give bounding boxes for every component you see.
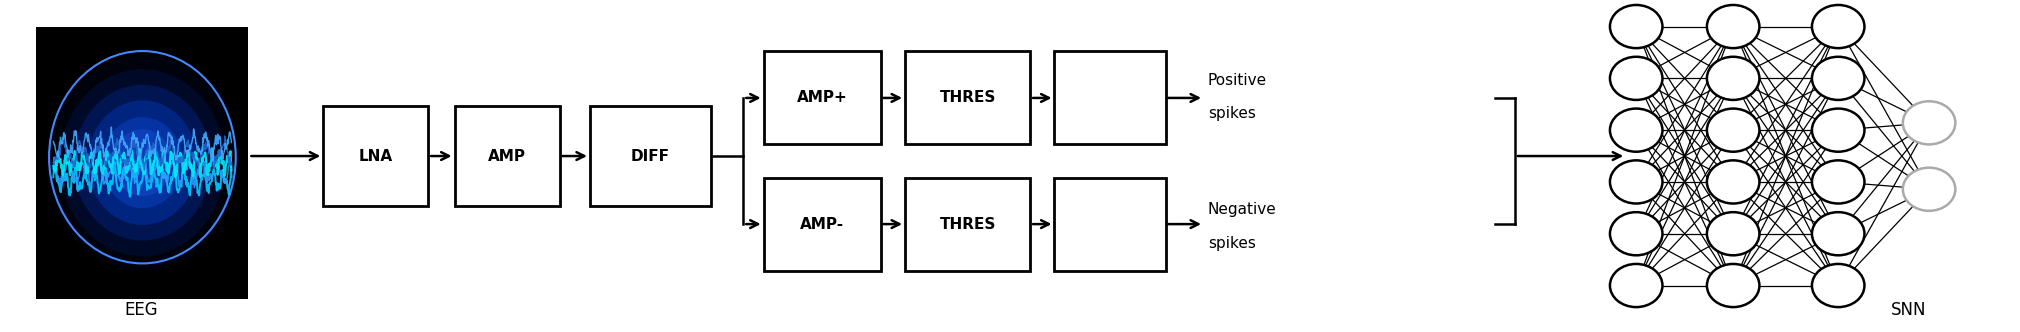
Ellipse shape	[113, 129, 172, 196]
Ellipse shape	[46, 55, 238, 271]
FancyBboxPatch shape	[1054, 51, 1166, 144]
Text: spikes: spikes	[1208, 106, 1256, 121]
Ellipse shape	[1812, 57, 1864, 100]
Ellipse shape	[103, 117, 182, 208]
Ellipse shape	[1610, 160, 1662, 204]
Ellipse shape	[1707, 57, 1759, 100]
FancyBboxPatch shape	[1054, 178, 1166, 271]
Ellipse shape	[1903, 101, 1955, 144]
Ellipse shape	[1903, 168, 1955, 211]
Text: AMP+: AMP+	[796, 90, 848, 106]
Ellipse shape	[1812, 109, 1864, 152]
Text: THRES: THRES	[939, 216, 996, 232]
FancyBboxPatch shape	[764, 51, 881, 144]
Text: SNN: SNN	[1891, 301, 1927, 319]
Ellipse shape	[61, 69, 224, 256]
Text: THRES: THRES	[939, 90, 996, 106]
Text: Negative: Negative	[1208, 203, 1277, 217]
Ellipse shape	[1610, 264, 1662, 307]
FancyBboxPatch shape	[454, 106, 560, 206]
Ellipse shape	[1812, 5, 1864, 48]
FancyBboxPatch shape	[764, 178, 881, 271]
Ellipse shape	[1610, 5, 1662, 48]
Text: Positive: Positive	[1208, 73, 1267, 88]
Text: DIFF: DIFF	[630, 148, 671, 164]
Text: AMP: AMP	[489, 148, 525, 164]
Text: AMP-: AMP-	[800, 216, 844, 232]
Ellipse shape	[1707, 109, 1759, 152]
Text: EEG: EEG	[125, 301, 158, 319]
FancyBboxPatch shape	[323, 106, 428, 206]
Ellipse shape	[1610, 57, 1662, 100]
FancyBboxPatch shape	[590, 106, 711, 206]
Ellipse shape	[1707, 212, 1759, 255]
Ellipse shape	[1610, 212, 1662, 255]
Ellipse shape	[1812, 212, 1864, 255]
Ellipse shape	[1707, 264, 1759, 307]
Text: LNA: LNA	[360, 148, 392, 164]
FancyBboxPatch shape	[905, 51, 1030, 144]
Ellipse shape	[73, 85, 212, 241]
Ellipse shape	[1610, 109, 1662, 152]
Ellipse shape	[87, 100, 198, 225]
Ellipse shape	[1707, 5, 1759, 48]
Ellipse shape	[1812, 160, 1864, 204]
Text: spikes: spikes	[1208, 236, 1256, 251]
Ellipse shape	[1812, 264, 1864, 307]
Ellipse shape	[1707, 160, 1759, 204]
FancyBboxPatch shape	[905, 178, 1030, 271]
FancyBboxPatch shape	[36, 27, 248, 299]
